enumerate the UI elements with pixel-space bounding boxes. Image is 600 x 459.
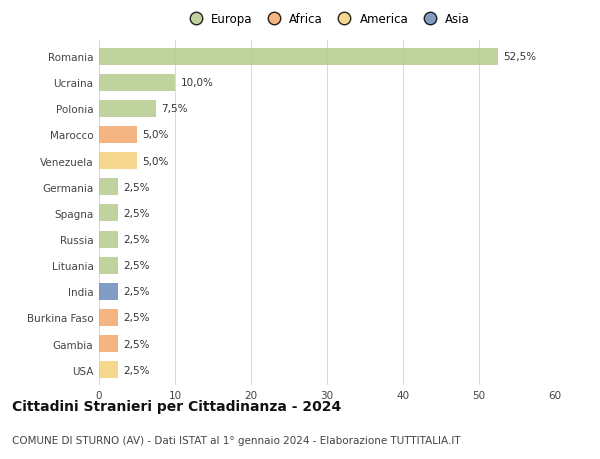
Text: COMUNE DI STURNO (AV) - Dati ISTAT al 1° gennaio 2024 - Elaborazione TUTTITALIA.: COMUNE DI STURNO (AV) - Dati ISTAT al 1°… [12,435,461,445]
Bar [99,127,137,144]
Bar [99,179,118,196]
Bar [99,257,118,274]
Text: 2,5%: 2,5% [124,261,150,271]
Bar [99,309,118,326]
Bar [99,49,498,66]
Text: 2,5%: 2,5% [124,208,150,218]
Text: 2,5%: 2,5% [124,365,150,375]
Text: 2,5%: 2,5% [124,287,150,297]
Bar [99,283,118,300]
Bar [99,361,118,378]
Text: 2,5%: 2,5% [124,313,150,323]
Legend: Europa, Africa, America, Asia: Europa, Africa, America, Asia [182,11,472,28]
Text: 52,5%: 52,5% [503,52,536,62]
Bar [99,74,175,91]
Bar [99,153,137,170]
Text: 10,0%: 10,0% [181,78,213,88]
Text: 2,5%: 2,5% [124,235,150,245]
Bar [99,205,118,222]
Bar [99,231,118,248]
Text: 5,0%: 5,0% [142,130,169,140]
Text: 5,0%: 5,0% [142,156,169,166]
Bar [99,101,156,118]
Text: 7,5%: 7,5% [161,104,188,114]
Text: Cittadini Stranieri per Cittadinanza - 2024: Cittadini Stranieri per Cittadinanza - 2… [12,399,341,413]
Text: 2,5%: 2,5% [124,339,150,349]
Bar [99,336,118,353]
Text: 2,5%: 2,5% [124,182,150,192]
